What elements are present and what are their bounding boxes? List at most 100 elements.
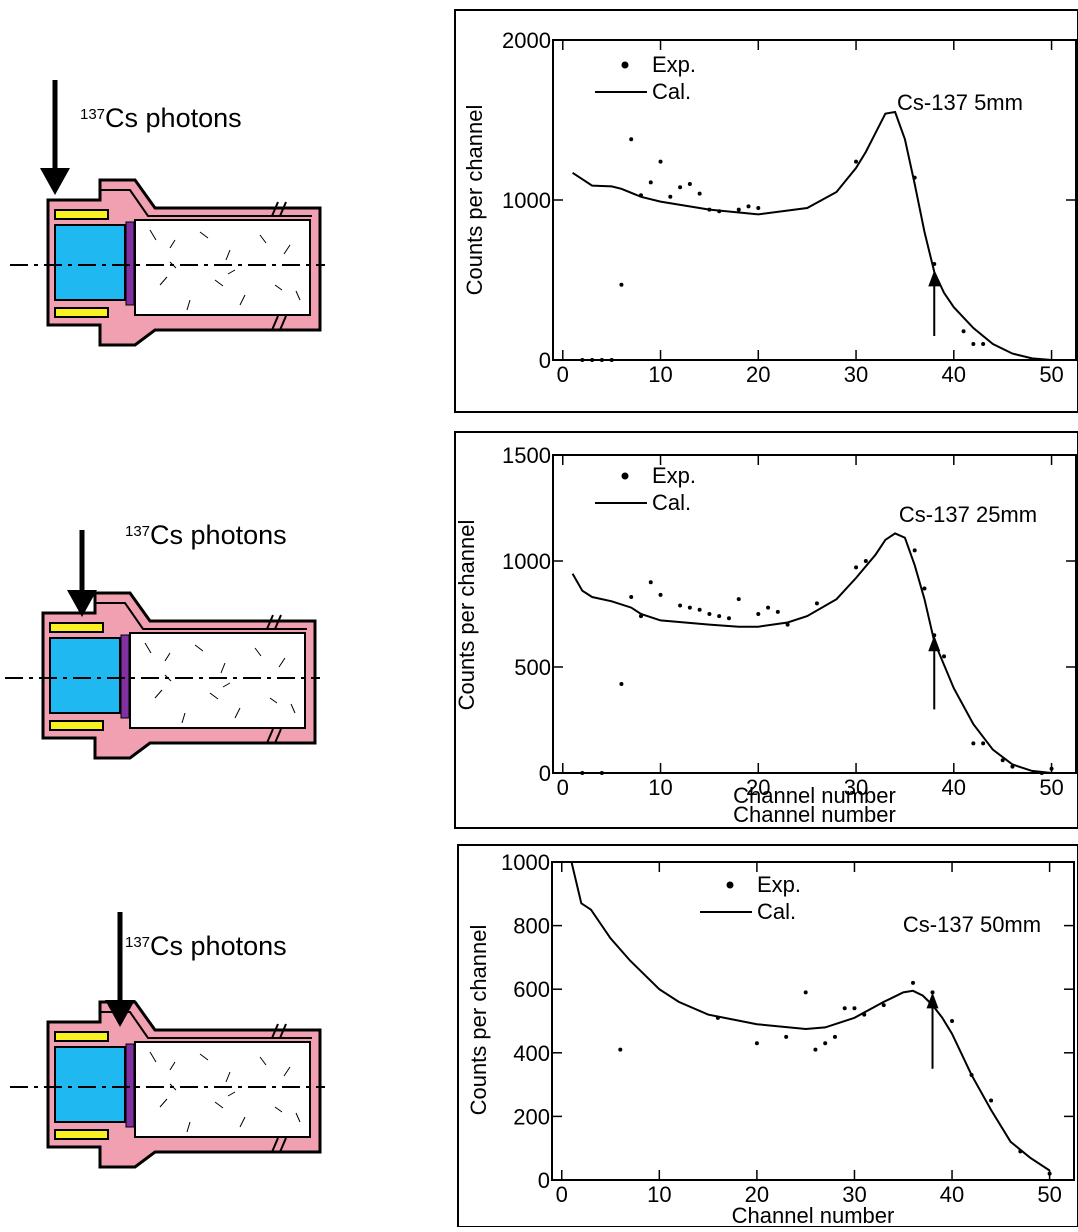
- x-tick-label: 10: [648, 362, 672, 387]
- data-point: [687, 605, 692, 610]
- x-axis-label: Channel number: [732, 1203, 895, 1227]
- data-point: [911, 980, 916, 985]
- data-point: [707, 612, 712, 616]
- x-tick-label: 0: [557, 775, 569, 800]
- data-point: [1049, 766, 1054, 771]
- data-point: [678, 185, 683, 190]
- data-point: [950, 1019, 955, 1023]
- chart-frame: [454, 431, 1078, 829]
- data-point: [756, 612, 761, 616]
- data-point: [1047, 1171, 1052, 1176]
- data-point: [736, 597, 741, 602]
- line-series: [572, 110, 1052, 361]
- label: Cs photons: [150, 931, 287, 961]
- label: Cs photons: [105, 103, 242, 133]
- data-point: [599, 771, 604, 775]
- label: Cs photons: [150, 520, 287, 550]
- data-point: [823, 1041, 828, 1046]
- data-point: [697, 191, 702, 196]
- legend-marker: [621, 472, 629, 480]
- line-series: [570, 861, 1051, 1172]
- legend-label: Exp.: [757, 872, 801, 897]
- y-tick-label: 500: [514, 655, 551, 680]
- line-series: [571, 532, 1052, 774]
- data-point: [775, 609, 780, 614]
- x-axis-label: Channel number: [733, 783, 896, 808]
- data-point: [754, 1041, 759, 1046]
- detector: [3, 591, 322, 760]
- y-axis-label: Counts per channel: [462, 105, 487, 296]
- y-tick-label: 1000: [502, 549, 551, 574]
- y-tick-label: 1000: [501, 850, 550, 875]
- x-tick-label: 40: [942, 775, 966, 800]
- x-tick-label: 50: [1039, 362, 1063, 387]
- y-tick-label: 0: [539, 348, 551, 373]
- y-tick-label: 0: [539, 761, 551, 786]
- data-point: [746, 204, 751, 209]
- data-point: [881, 1003, 886, 1008]
- isotope: 137: [125, 934, 150, 951]
- data-point: [852, 1006, 857, 1011]
- isotope: 137: [80, 106, 105, 123]
- data-point: [668, 194, 673, 199]
- y-axis-label: Counts per channel: [466, 925, 491, 1116]
- x-tick-label: 40: [940, 1182, 964, 1207]
- x-tick-label: 30: [844, 775, 868, 800]
- plot-area: [552, 39, 1077, 361]
- data-point: [580, 358, 585, 362]
- detector: [8, 178, 327, 347]
- plot-area: [551, 861, 1075, 1181]
- data-point: [697, 607, 702, 612]
- data-point: [648, 180, 653, 185]
- x-tick-label: 30: [842, 1182, 866, 1207]
- data-point: [736, 207, 741, 212]
- detector: [8, 1000, 327, 1169]
- data-point: [726, 616, 731, 621]
- data-point: [619, 681, 624, 686]
- data-point: [619, 282, 624, 287]
- x-tick-label: 0: [557, 362, 569, 387]
- data-point: [989, 1098, 994, 1103]
- data-point: [599, 358, 604, 362]
- arrow-head: [926, 992, 939, 1009]
- data-point: [629, 595, 634, 600]
- y-tick-label: 200: [513, 1104, 550, 1129]
- legend-label: Cal.: [652, 490, 691, 515]
- data-point: [678, 603, 683, 608]
- data-point: [971, 741, 976, 746]
- y-tick-label: 600: [513, 977, 550, 1002]
- data-point: [784, 1034, 789, 1039]
- photon-arrow: [40, 80, 135, 1027]
- x-tick-label: 20: [745, 1182, 769, 1207]
- data-point: [981, 342, 986, 346]
- data-point: [981, 741, 986, 746]
- x-tick-label: 0: [556, 1182, 568, 1207]
- isotope: 137: [125, 523, 150, 540]
- plot-area: [552, 454, 1077, 774]
- legend-label: Exp.: [652, 52, 696, 77]
- data-point: [842, 1006, 847, 1011]
- data-point: [756, 206, 761, 210]
- data-point: [618, 1047, 623, 1052]
- diagram-label: 137Cs photons: [80, 103, 242, 133]
- data-point: [814, 601, 819, 606]
- x-tick-label: 40: [942, 362, 966, 387]
- y-axis-label: Counts per channel: [454, 520, 479, 711]
- y-tick-label: 1500: [502, 443, 551, 468]
- data-point: [803, 990, 808, 995]
- data-point: [912, 548, 917, 553]
- data-point: [961, 329, 966, 334]
- legend-label: Cal.: [757, 899, 796, 924]
- data-point: [717, 614, 722, 619]
- data-point: [854, 565, 859, 570]
- x-tick-label: 20: [746, 362, 770, 387]
- y-tick-label: 1000: [502, 188, 551, 213]
- diagram-label: 137Cs photons: [125, 931, 287, 961]
- x-tick-label: 20: [746, 775, 770, 800]
- data-point: [658, 159, 663, 164]
- data-point: [942, 654, 947, 659]
- data-point: [813, 1047, 818, 1052]
- y-tick-label: 400: [513, 1041, 550, 1066]
- data-point: [863, 559, 868, 563]
- y-tick-label: 800: [513, 914, 550, 939]
